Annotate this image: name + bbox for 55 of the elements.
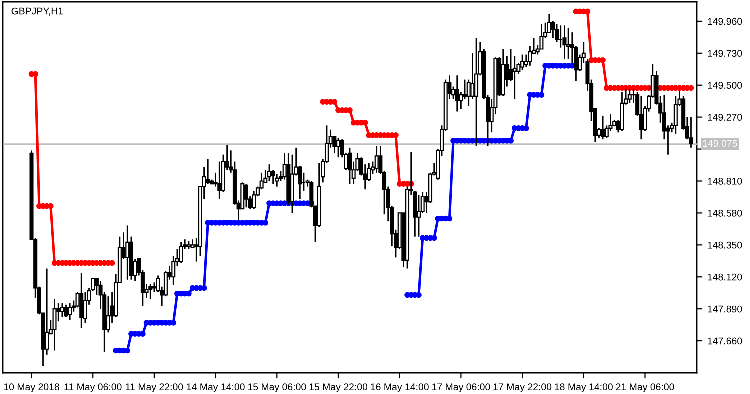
candlestick — [520, 54, 525, 71]
ref-line-label: 149.075 — [703, 140, 738, 148]
candlestick — [374, 146, 379, 174]
y-tick-label: 148.350 — [708, 242, 742, 249]
y-tick-label: 148.810 — [708, 178, 742, 185]
x-tick-label: 17 May 22:00 — [494, 384, 552, 392]
candlestick — [68, 302, 72, 321]
x-tick-label: 15 May 06:00 — [248, 384, 306, 392]
candlestick — [106, 296, 110, 334]
candlestick — [152, 282, 156, 294]
y-tick-label: 148.120 — [708, 274, 742, 281]
candlestick — [252, 190, 256, 210]
y-tick-label: 149.270 — [708, 114, 742, 121]
x-tick-label: 11 May 06:00 — [64, 384, 122, 392]
y-tick-label: 148.580 — [708, 210, 742, 217]
y-tick-label: 149.730 — [708, 50, 742, 58]
candlestick — [206, 158, 210, 185]
candlestick — [45, 268, 50, 356]
candlestick — [267, 164, 272, 182]
candlestick — [80, 272, 84, 330]
candlestick — [275, 174, 280, 188]
y-tick-label: 147.890 — [708, 306, 742, 313]
candlestick — [528, 46, 532, 67]
candlestick — [244, 183, 248, 208]
candlestick — [336, 137, 341, 158]
x-tick-label: 14 May 14:00 — [187, 384, 245, 392]
candlestick — [689, 116, 694, 149]
candlestick — [348, 147, 352, 185]
text: GBPJPY,H1 — [12, 8, 64, 16]
candlestick — [455, 74, 460, 112]
x-tick-label: 21 May 06:00 — [616, 384, 674, 392]
candlestick — [470, 52, 475, 100]
candlestick — [271, 169, 276, 185]
candlestick — [566, 28, 571, 60]
candlestick — [463, 79, 468, 100]
candlestick — [64, 304, 68, 318]
candlestick — [417, 194, 422, 238]
x-tick-label: 17 May 06:00 — [432, 384, 490, 392]
x-tick-label: 16 May 14:00 — [371, 384, 429, 392]
candlestick — [52, 298, 57, 352]
candlestick — [562, 24, 567, 60]
candlestick — [601, 115, 606, 140]
candlestick — [126, 225, 130, 281]
x-tick-label: 18 May 14:00 — [555, 384, 613, 392]
y-tick-label: 149.500 — [708, 82, 742, 89]
candlestick — [60, 302, 64, 318]
y-tick-label: 147.660 — [708, 338, 742, 345]
x-tick-label: 15 May 22:00 — [310, 384, 368, 392]
y-tick-label: 149.960 — [708, 18, 742, 26]
candlestick — [179, 242, 184, 264]
candlestick — [218, 161, 222, 200]
x-tick-label: 10 May 2018 — [4, 384, 60, 392]
candlestick — [148, 283, 153, 300]
x-tick-label: 11 May 22:00 — [126, 384, 184, 392]
candlestick — [551, 20, 556, 39]
